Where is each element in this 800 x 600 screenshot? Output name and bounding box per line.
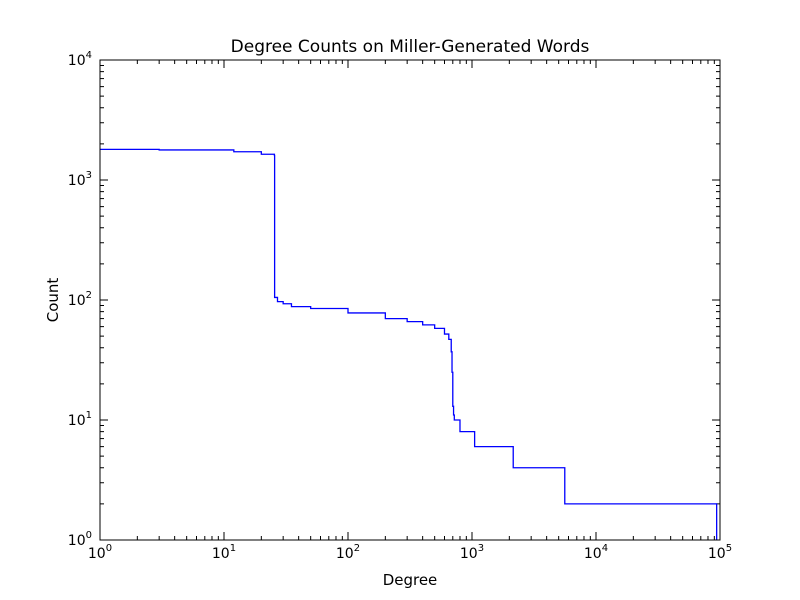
chart-title: Degree Counts on Miller-Generated Words: [231, 37, 590, 57]
series-line-degree-count: [100, 148, 718, 540]
y-tick-label: 101: [68, 410, 92, 429]
y-tick-label: 103: [68, 170, 92, 189]
y-axis-label: Count: [44, 278, 62, 323]
x-tick-label: 103: [460, 543, 484, 562]
x-tick-label: 100: [88, 543, 112, 562]
x-tick-label: 104: [584, 543, 608, 562]
x-axis-ticks: 100 101 102 103 104 105: [88, 60, 732, 562]
y-tick-label: 100: [68, 530, 92, 549]
x-tick-label: 105: [708, 543, 732, 562]
x-tick-label: 102: [336, 543, 360, 562]
plot-frame: [99, 59, 721, 541]
x-axis-label: Degree: [383, 571, 438, 589]
y-tick-label: 102: [68, 290, 92, 309]
x-tick-label: 101: [212, 543, 236, 562]
y-tick-label: 104: [68, 50, 92, 69]
